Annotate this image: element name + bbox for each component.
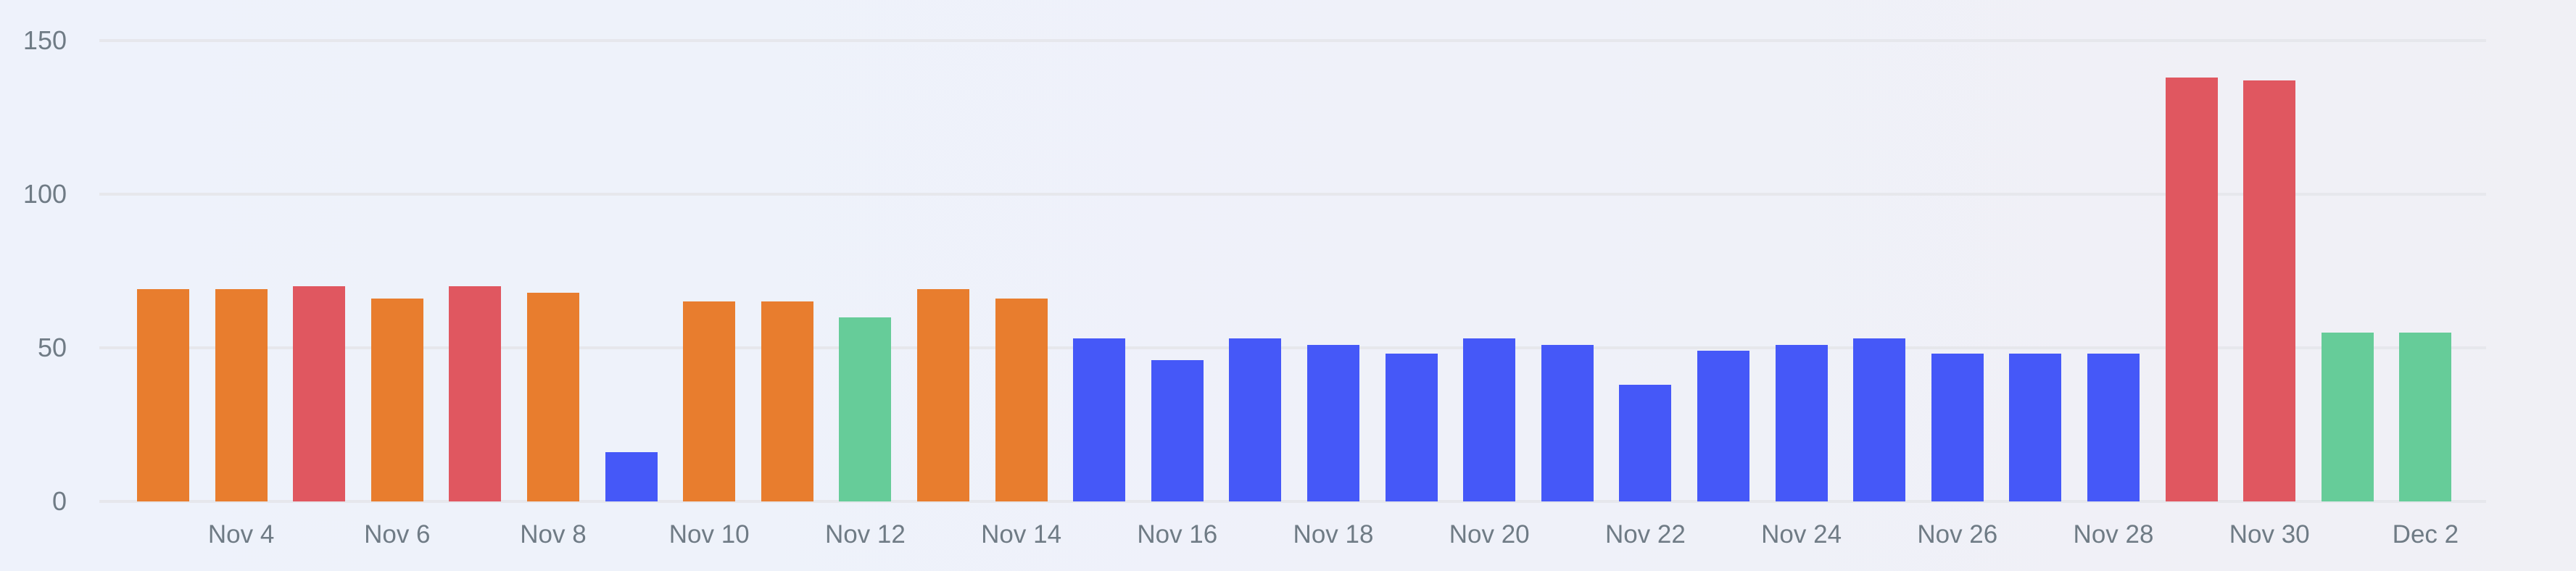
bar-dec-1[interactable] <box>2321 332 2374 501</box>
bar-nov-6[interactable] <box>370 299 423 501</box>
x-tick-label: Nov 6 <box>364 520 431 549</box>
x-tick-label: Nov 22 <box>1604 520 1686 549</box>
x-tick-label: Nov 28 <box>2073 520 2154 549</box>
x-tick-label: Nov 18 <box>1293 520 1374 549</box>
bar-nov-25[interactable] <box>1853 338 1906 501</box>
bar-nov-20[interactable] <box>1463 338 1516 501</box>
x-tick-label: Nov 4 <box>207 520 275 549</box>
x-tick-label: Nov 14 <box>981 520 1062 549</box>
bar-nov-14[interactable] <box>995 299 1048 501</box>
x-tick-label: Nov 10 <box>668 520 750 549</box>
x-tick-label: Nov 26 <box>1917 520 1998 549</box>
bar-nov-3[interactable] <box>137 289 189 501</box>
bar-nov-8[interactable] <box>527 292 579 501</box>
bar-nov-27[interactable] <box>2009 354 2062 501</box>
bar-nov-17[interactable] <box>1229 338 1282 501</box>
gridline-100 <box>99 193 2486 196</box>
x-tick-label: Nov 16 <box>1137 520 1218 549</box>
x-tick-label: Dec 2 <box>2392 520 2459 549</box>
x-tick-label: Nov 12 <box>824 520 906 549</box>
y-tick-label: 150 <box>22 25 67 55</box>
y-tick-label: 50 <box>37 333 67 362</box>
bar-nov-11[interactable] <box>761 301 813 501</box>
bar-dec-2[interactable] <box>2399 332 2452 501</box>
bar-nov-22[interactable] <box>1619 384 1672 501</box>
bar-nov-12[interactable] <box>839 317 892 501</box>
bar-nov-24[interactable] <box>1775 344 1828 501</box>
bar-nov-5[interactable] <box>293 286 346 501</box>
bar-nov-30[interactable] <box>2243 80 2296 501</box>
bar-nov-4[interactable] <box>215 289 268 501</box>
x-tick-label: Nov 30 <box>2229 520 2310 549</box>
x-tick-label: Nov 8 <box>520 520 587 549</box>
bar-nov-26[interactable] <box>1931 354 1984 501</box>
y-tick-label: 100 <box>22 179 67 209</box>
bar-nov-10[interactable] <box>683 301 736 501</box>
gridline-0 <box>99 500 2486 503</box>
bar-nov-29[interactable] <box>2165 77 2218 501</box>
bar-nov-7[interactable] <box>449 286 502 501</box>
gridline-150 <box>99 39 2486 42</box>
y-tick-label: 0 <box>51 486 67 516</box>
bar-nov-21[interactable] <box>1541 344 1594 501</box>
bar-nov-9[interactable] <box>605 452 658 501</box>
x-tick-label: Nov 20 <box>1449 520 1530 549</box>
gridline-50 <box>99 346 2486 349</box>
bar-nov-23[interactable] <box>1697 351 1749 501</box>
bar-nov-28[interactable] <box>2087 354 2140 501</box>
bar-nov-13[interactable] <box>917 289 969 501</box>
bar-nov-18[interactable] <box>1307 344 1359 501</box>
bar-nov-15[interactable] <box>1073 338 1126 501</box>
bar-nov-16[interactable] <box>1151 359 1204 501</box>
x-tick-label: Nov 24 <box>1761 520 1842 549</box>
bar-nov-19[interactable] <box>1385 354 1438 501</box>
